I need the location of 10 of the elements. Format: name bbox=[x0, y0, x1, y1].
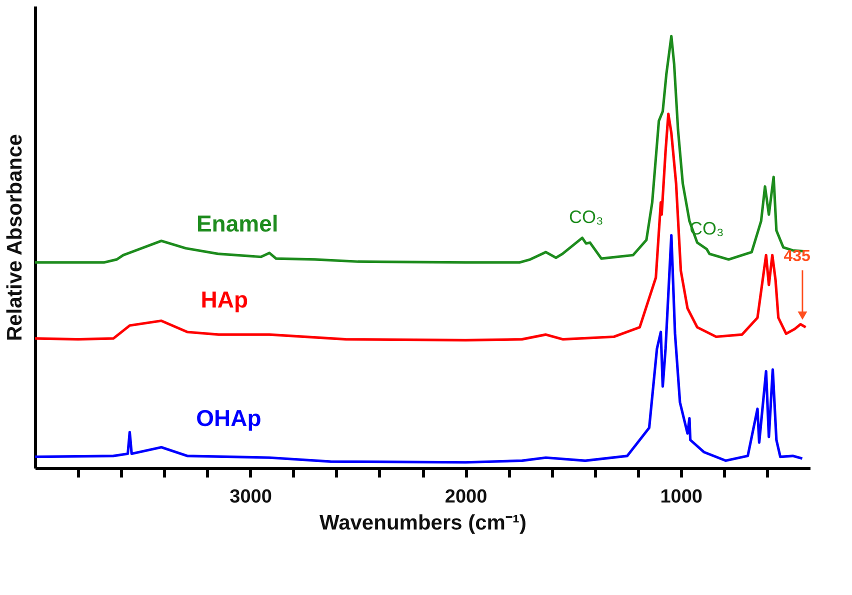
series-label: OHAp bbox=[196, 404, 262, 431]
annotation: 435 bbox=[784, 248, 811, 265]
x-tick-label: 3000 bbox=[230, 486, 272, 508]
annotation: CO₃ bbox=[568, 207, 604, 228]
series-label: HAp bbox=[200, 286, 248, 313]
y-axis-title: Relative Absorbance bbox=[4, 134, 26, 341]
x-tick-label: 1000 bbox=[660, 486, 702, 508]
series-label: Enamel bbox=[196, 210, 278, 237]
x-axis-title: Wavenumbers (cm⁻¹) bbox=[320, 512, 526, 534]
x-tick-label: 2000 bbox=[444, 486, 488, 508]
